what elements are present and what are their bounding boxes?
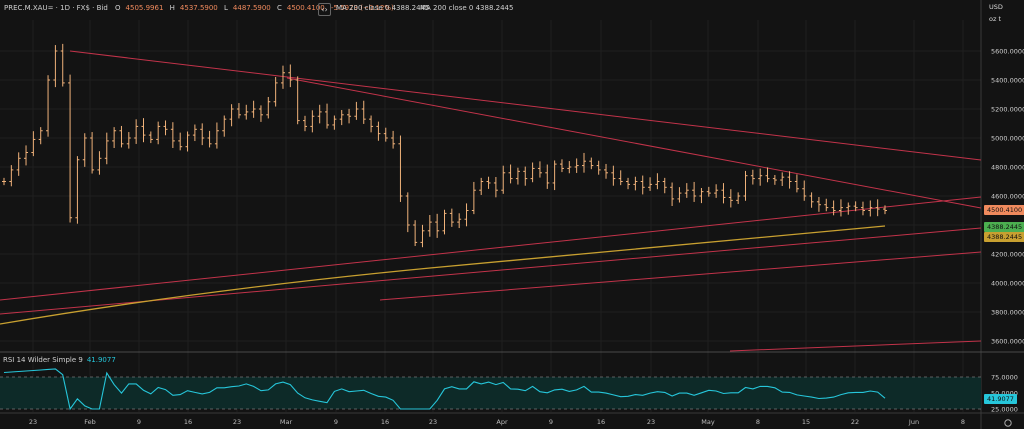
collapse-legend-button[interactable]: ‹› (318, 3, 331, 16)
time-tick-label: 22 (851, 418, 859, 426)
rsi-tick-label: 50.0000 (991, 390, 1018, 398)
time-tick-label: Apr (496, 418, 508, 426)
time-tick-label: 23 (233, 418, 241, 426)
trend-line (0, 196, 982, 301)
price-tick-label: 4000.0000 (991, 280, 1024, 288)
ma1-label: MA 200 close 0 (336, 4, 390, 12)
close-value: 4500.4100 (286, 4, 325, 12)
time-tick-label: 9 (137, 418, 141, 426)
ma2-value: 4388.2445 (475, 4, 514, 12)
price-tick-label: 3800.0000 (991, 309, 1024, 317)
price-tick-label: 5000.0000 (991, 135, 1024, 143)
time-tick-label: 9 (334, 418, 338, 426)
time-tick-label: 15 (802, 418, 810, 426)
rsi-label: RSI 14 Wilder Simple 9 (3, 356, 83, 364)
ma-price-tag-1: 4388.2445 (984, 222, 1024, 232)
time-tick-label: Mar (280, 418, 293, 426)
rsi-line (3, 368, 886, 411)
trend-line (69, 50, 982, 161)
open-value: 4505.9961 (125, 4, 164, 12)
time-tick-label: 8 (961, 418, 965, 426)
time-tick-label: 16 (597, 418, 605, 426)
time-tick-label: Jun (908, 418, 919, 426)
rsi-tick-label: 25.0000 (991, 406, 1018, 414)
ma-price-tag-2: 4388.2445 (984, 232, 1024, 242)
price-tick-label: 3600.0000 (991, 338, 1024, 346)
time-tick-label: Feb (84, 418, 96, 426)
price-tick-label: 5200.0000 (991, 106, 1024, 114)
rsi-tick-label: 75.0000 (991, 374, 1018, 382)
rsi-band (0, 377, 981, 409)
rsi-legend[interactable]: RSI 14 Wilder Simple 9 41.9077 (3, 355, 116, 365)
open-label: O (115, 4, 121, 12)
unit-label[interactable]: oz t (989, 15, 1002, 23)
price-tick-label: 5600.0000 (991, 48, 1024, 56)
change-value: -5.5973 (−0.12%) (330, 4, 394, 12)
trend-line (379, 251, 982, 301)
close-label: C (277, 4, 282, 12)
high-value: 4537.5900 (179, 4, 218, 12)
time-tick-label: 16 (184, 418, 192, 426)
time-tick-label: 23 (429, 418, 437, 426)
time-tick-label: May (701, 418, 715, 426)
rsi-value: 41.9077 (86, 356, 116, 364)
price-tick-label: 4200.0000 (991, 251, 1024, 259)
trend-line (729, 340, 982, 352)
time-tick-label: 8 (756, 418, 760, 426)
currency-label[interactable]: USD (989, 3, 1003, 11)
trend-line (286, 77, 982, 209)
symbol-label: PREC.M.XAU= · 1D · FX$ · Bid (4, 4, 108, 12)
ma2-label: MA 200 close 0 (420, 4, 474, 12)
ma2-legend[interactable]: MA 200 close 0 4388.2445 (420, 3, 513, 14)
price-tick-label: 4800.0000 (991, 164, 1024, 172)
low-value: 4487.5900 (232, 4, 271, 12)
last-price-tag: 4500.4100 (984, 205, 1024, 215)
ma1-legend[interactable]: MA 200 close 0 4388.2445 (336, 3, 429, 14)
low-label: L (224, 4, 228, 12)
time-tick-label: 16 (381, 418, 389, 426)
price-tick-label: 4600.0000 (991, 193, 1024, 201)
settings-icon (1004, 419, 1012, 427)
ma200-line (0, 225, 886, 325)
high-label: H (169, 4, 175, 12)
time-tick-label: 9 (549, 418, 553, 426)
trend-line (0, 227, 982, 315)
ohlc-header: PREC.M.XAU= · 1D · FX$ · Bid O 4505.9961 … (4, 3, 398, 14)
time-tick-label: 23 (29, 418, 37, 426)
price-tick-label: 5400.0000 (991, 77, 1024, 85)
ma1-value: 4388.2445 (391, 4, 430, 12)
time-tick-label: 23 (647, 418, 655, 426)
rsi-value-tag: 41.9077 (984, 394, 1017, 404)
